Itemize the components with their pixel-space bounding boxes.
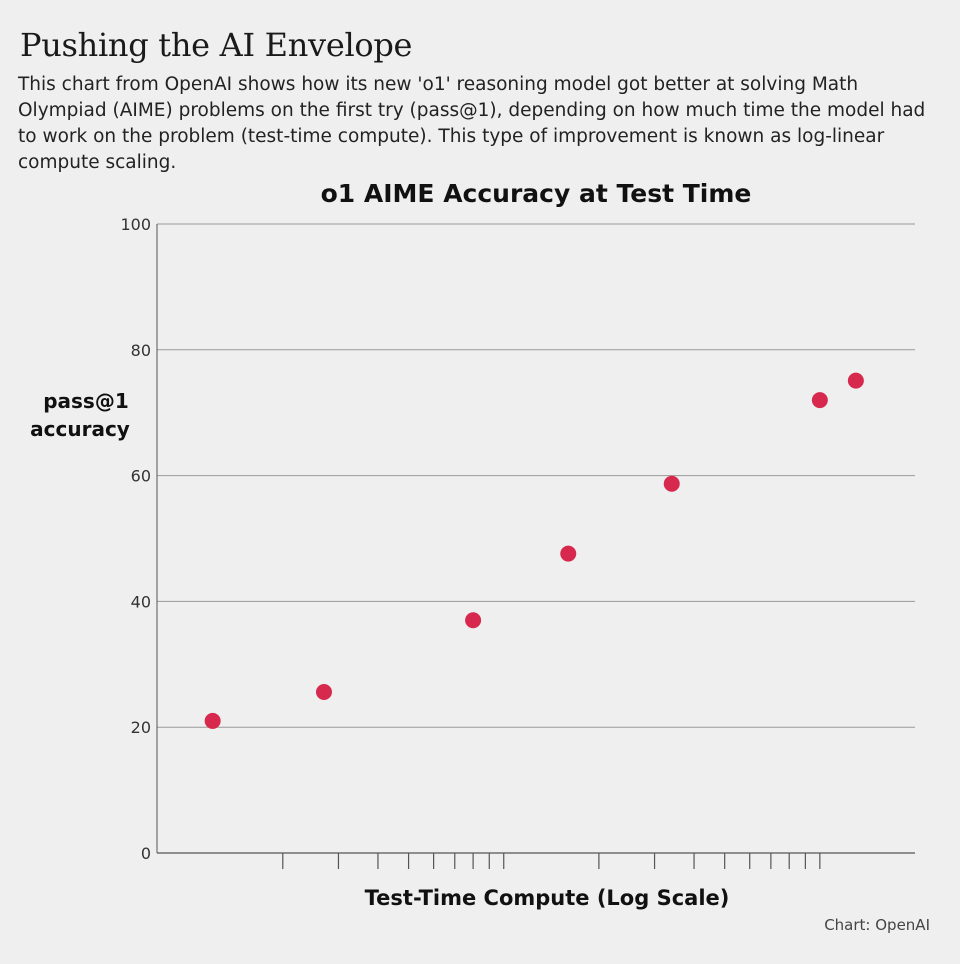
data-point bbox=[204, 712, 221, 729]
data-point bbox=[315, 683, 332, 700]
y-tick-label: 100 bbox=[120, 215, 151, 234]
y-axis-label-line-1: pass@1 bbox=[43, 389, 129, 413]
headline: Pushing the AI Envelope bbox=[20, 26, 413, 64]
y-tick-label: 40 bbox=[131, 592, 151, 611]
data-point bbox=[560, 545, 577, 562]
chart-title: o1 AIME Accuracy at Test Time bbox=[321, 179, 752, 208]
y-tick-label: 60 bbox=[131, 467, 151, 486]
y-axis-ticks: 0 20 40 60 80 100 bbox=[120, 215, 151, 863]
gridlines bbox=[157, 223, 915, 728]
data-point bbox=[663, 475, 680, 492]
y-tick-label: 20 bbox=[131, 718, 151, 737]
x-axis-label: Test-Time Compute (Log Scale) bbox=[365, 886, 730, 910]
data-points bbox=[204, 372, 864, 729]
chart-description: This chart from OpenAI shows how its new… bbox=[18, 74, 926, 173]
data-point bbox=[847, 372, 864, 389]
y-axis-label-line-2: accuracy bbox=[30, 417, 130, 441]
x-axis bbox=[156, 224, 915, 869]
data-point bbox=[465, 612, 482, 629]
source-credit: Chart: OpenAI bbox=[824, 916, 930, 934]
data-point bbox=[811, 392, 828, 409]
y-tick-label: 0 bbox=[141, 844, 151, 863]
y-tick-label: 80 bbox=[131, 341, 151, 360]
